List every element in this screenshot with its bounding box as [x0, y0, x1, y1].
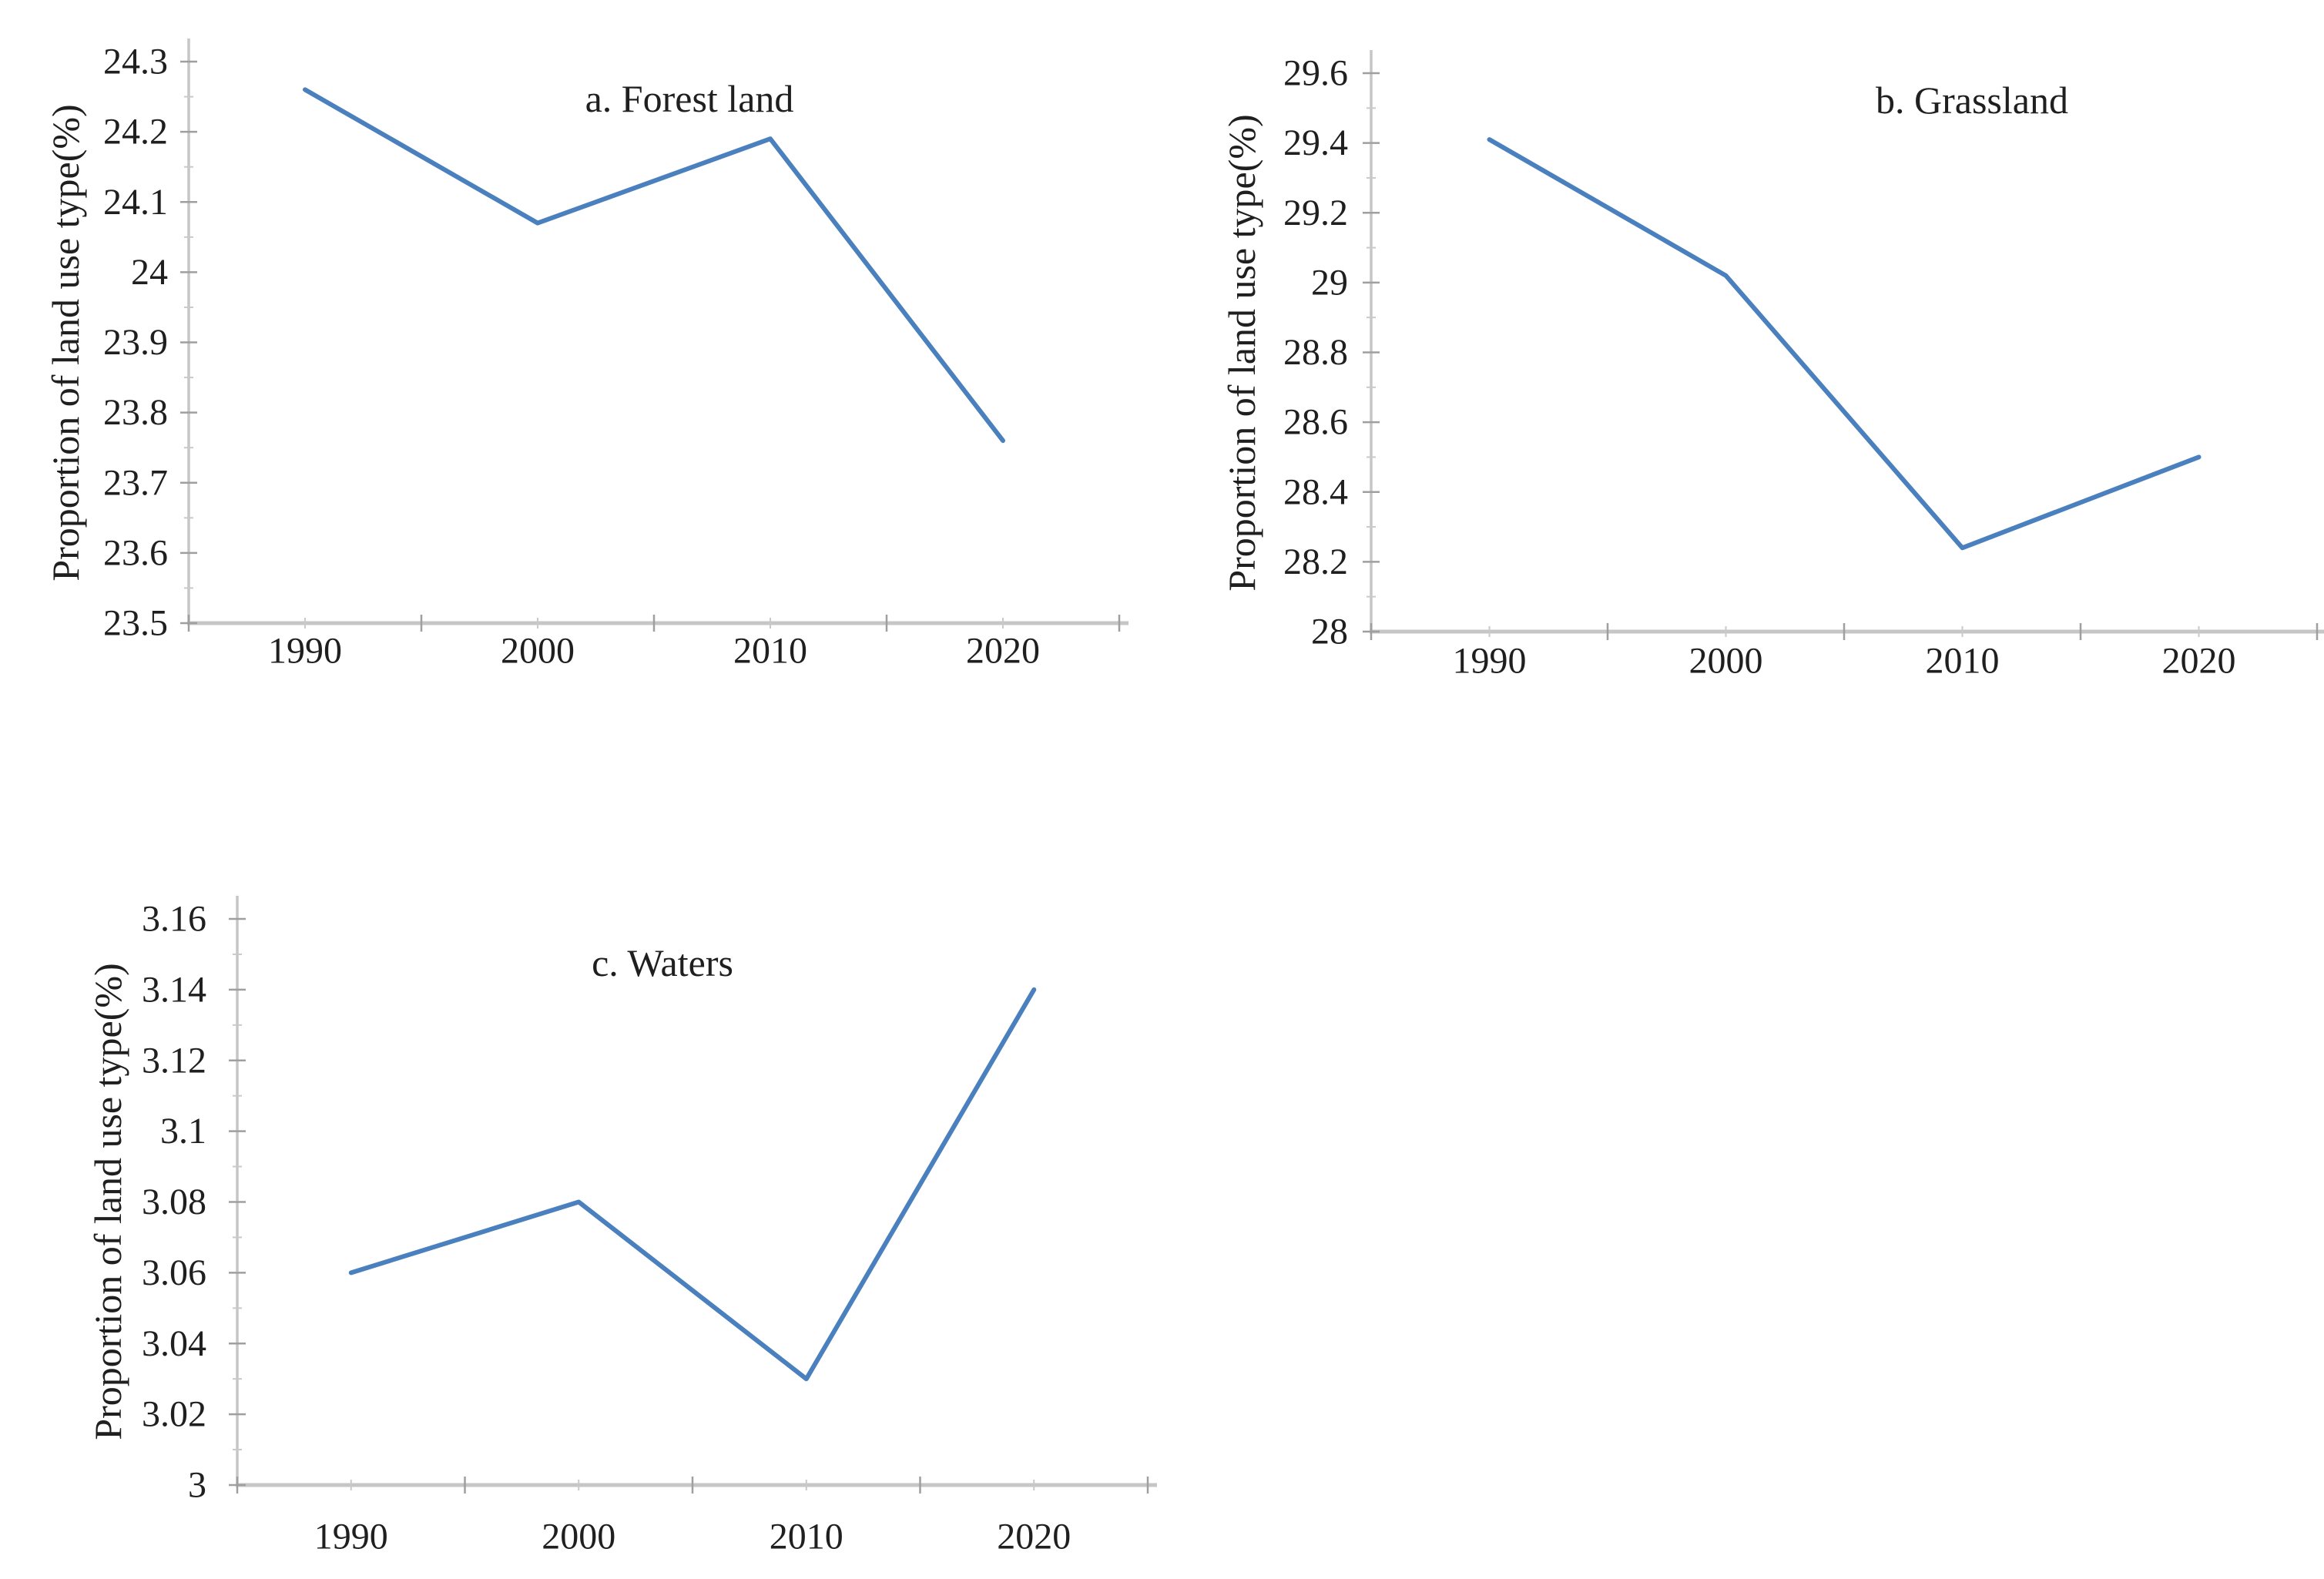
x-tick-label: 2020: [997, 1517, 1071, 1557]
chart-title: a. Forest land: [585, 77, 794, 120]
data-line: [1487, 137, 2202, 551]
x-tick-label: 2010: [770, 1517, 843, 1557]
y-tick-label: 3.06: [142, 1252, 206, 1293]
x-tick-label: 2000: [1689, 641, 1763, 682]
y-tick-label: 23.8: [103, 392, 168, 433]
x-tick-label: 2000: [501, 631, 575, 672]
y-tick-label: 3.16: [142, 899, 206, 940]
y-tick-label: 3.02: [142, 1394, 206, 1435]
y-tick-label: 3.1: [160, 1111, 206, 1152]
y-tick-label: 23.6: [103, 532, 168, 573]
y-tick-label: 24.2: [103, 112, 168, 153]
x-tick-label: 1990: [268, 631, 342, 672]
x-tick-label: 2000: [542, 1517, 615, 1557]
x-tick-label: 1990: [1453, 641, 1527, 682]
y-tick-label: 29.4: [1283, 122, 1348, 163]
grassland-chart: 28 28.2 28.4 28.6 28.8 29 29.2 29.4 29.6 1990 2000…: [1186, 0, 2324, 840]
y-tick-label: 23.5: [103, 603, 168, 644]
y-tick-label: 28.6: [1283, 402, 1348, 443]
y-tick-label: 3.08: [142, 1182, 206, 1222]
y-tick-label: 24: [131, 252, 168, 293]
data-line: [348, 987, 1037, 1382]
y-tick-label: 29: [1311, 262, 1348, 303]
x-tick-label: 2010: [1926, 641, 2000, 682]
y-tick-label: 3.12: [142, 1040, 206, 1081]
y-tick-label: 23.9: [103, 322, 168, 363]
y-tick-label: 24.3: [103, 42, 168, 82]
chart-title: c. Waters: [592, 941, 733, 984]
waters-chart: 3 3.02 3.04 3.06 3.08 3.1 3.12 3.14 3.16 1990 2000…: [0, 847, 1179, 1579]
y-tick-label: 23.7: [103, 462, 168, 503]
forest-land-chart: 23.5 23.6 23.7 23.8 23.9 24 24.1 24.2 24.3 1990 20…: [0, 0, 1179, 840]
y-tick-label: 28.2: [1283, 541, 1348, 582]
y-axis-title: Proportion of land use type(%): [44, 104, 87, 581]
x-tick-label: 2020: [2162, 641, 2236, 682]
y-tick-label: 3.04: [142, 1323, 206, 1364]
chart-title: b. Grassland: [1876, 79, 2068, 122]
grassland-plot: 28 28.2 28.4 28.6 28.8 29 29.2 29.4 29.6 1990 2000…: [1220, 50, 2324, 682]
x-tick-label: 2020: [966, 631, 1040, 672]
y-axis-title: Proportion of land use type(%): [86, 963, 129, 1440]
data-line: [303, 87, 1005, 444]
y-tick-label: 28.4: [1283, 471, 1348, 512]
y-tick-label: 29.6: [1283, 53, 1348, 94]
y-tick-label: 24.1: [103, 182, 168, 223]
x-tick-label: 2010: [733, 631, 807, 672]
x-tick-label: 1990: [314, 1517, 388, 1557]
forest-land-plot: 23.5 23.6 23.7 23.8 23.9 24 24.1 24.2 24.3 1990 20…: [44, 39, 1128, 672]
y-tick-label: 28.8: [1283, 332, 1348, 373]
y-tick-label: 28: [1311, 612, 1348, 652]
y-tick-label: 3.14: [142, 969, 206, 1010]
y-tick-label: 3: [188, 1465, 206, 1506]
y-tick-label: 29.2: [1283, 193, 1348, 233]
y-axis-title: Proportion of land use type(%): [1220, 114, 1263, 591]
waters-plot: 3 3.02 3.04 3.06 3.08 3.1 3.12 3.14 3.16 1990 2000…: [86, 896, 1157, 1557]
